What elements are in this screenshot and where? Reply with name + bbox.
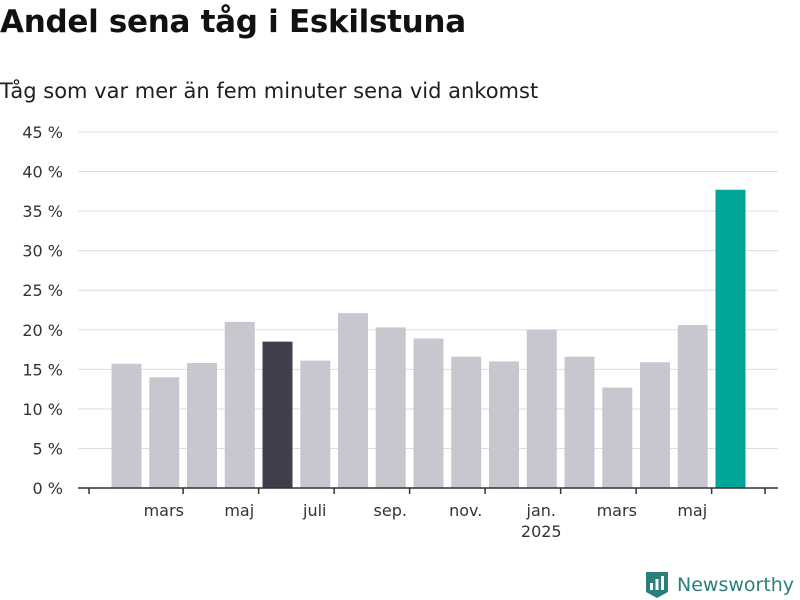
x-tick-label: mars: [144, 501, 184, 520]
newsworthy-icon: [646, 572, 668, 598]
bar: [677, 325, 708, 488]
y-tick-label: 0 %: [33, 479, 63, 498]
bar: [338, 313, 368, 488]
chart-title: Andel sena tåg i Eskilstuna: [0, 4, 466, 40]
bar: [224, 321, 255, 488]
bar: [375, 327, 406, 488]
bar: [602, 387, 633, 488]
bar: [489, 361, 519, 488]
brand-name: Newsworthy: [677, 574, 795, 596]
y-tick-label: 30 %: [22, 242, 63, 261]
x-tick-label: maj: [677, 501, 707, 520]
y-tick-label: 5 %: [33, 439, 63, 458]
chart-subtitle: Tåg som var mer än fem minuter sena vid …: [0, 79, 539, 103]
y-tick-label: 40 %: [22, 163, 63, 182]
y-tick-label: 20 %: [22, 321, 63, 340]
bars: [111, 189, 746, 489]
bar: [715, 189, 746, 489]
bar: [564, 356, 595, 488]
y-tick-label: 10 %: [22, 400, 63, 419]
y-axis-labels: 0 % 5 % 10 % 15 % 20 % 25 % 30 % 35 % 40 % 45 %: [22, 123, 63, 498]
y-tick-label: 15 %: [22, 360, 63, 379]
y-tick-label: 25 %: [22, 281, 63, 300]
y-tick-label: 35 %: [22, 202, 63, 221]
bar: [262, 341, 293, 488]
bar: [149, 377, 180, 488]
bar-chart: 0 % 5 % 10 % 15 % 20 % 25 % 30 % 35 % 40 % 45 % m…: [22, 123, 778, 541]
bar: [111, 363, 142, 488]
y-tick-label: 45 %: [22, 123, 63, 142]
bar: [640, 362, 670, 488]
x-tick-year-label: 2025: [521, 522, 562, 541]
x-tick-label: nov.: [449, 501, 482, 520]
x-tick-label: juli: [302, 501, 326, 520]
x-tick-label: sep.: [374, 501, 407, 520]
x-tick-label: mars: [597, 501, 637, 520]
newsworthy-logo: Newsworthy: [645, 570, 794, 600]
x-tick-label: jan.: [526, 501, 556, 520]
x-axis: mars maj juli sep. nov. jan. 2025 mars maj: [78, 487, 778, 541]
bar: [413, 338, 444, 488]
bar: [526, 329, 557, 488]
bar: [300, 360, 331, 488]
bar: [451, 356, 482, 488]
bar: [187, 363, 217, 488]
x-tick-label: maj: [224, 501, 254, 520]
